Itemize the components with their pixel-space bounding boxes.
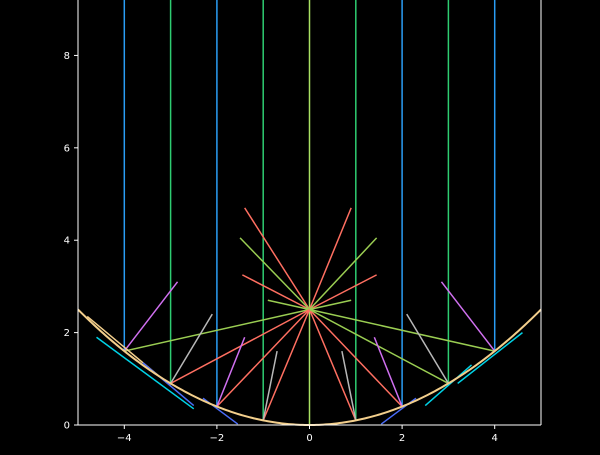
reflected-ray-4 bbox=[308, 309, 357, 421]
normal-segment-2 bbox=[216, 336, 246, 407]
tangent-segment-1 bbox=[142, 362, 195, 407]
y-tick-label-0: 0 bbox=[64, 421, 70, 432]
reflected-ray-2 bbox=[216, 308, 311, 408]
normal-segment-1 bbox=[169, 313, 213, 384]
y-tick-label-3: 6 bbox=[64, 143, 70, 154]
focus-extension-ray-3 bbox=[309, 274, 377, 311]
tangent-segment-5 bbox=[457, 332, 523, 385]
focus-extension-ray-0 bbox=[244, 207, 311, 310]
normal-segment-6 bbox=[406, 313, 450, 384]
normal-segment-4 bbox=[341, 350, 357, 421]
reflected-rays-group bbox=[124, 308, 495, 421]
focus-extension-ray-7 bbox=[309, 299, 352, 311]
reflected-ray-1 bbox=[170, 308, 310, 385]
focus-extension-rays-group bbox=[239, 207, 378, 311]
focus-extension-ray-4 bbox=[239, 237, 311, 311]
y-tick-label-2: 4 bbox=[64, 236, 70, 247]
normal-segments-group bbox=[123, 281, 496, 421]
tangent-segments-group bbox=[86, 315, 523, 425]
x-tick-label-3: 2 bbox=[399, 433, 405, 444]
reflected-ray-3 bbox=[262, 309, 311, 421]
x-tick-label-0: −4 bbox=[117, 433, 132, 444]
normal-segment-5 bbox=[373, 336, 403, 407]
reflected-ray-6 bbox=[309, 308, 449, 385]
reflected-ray-5 bbox=[308, 308, 403, 408]
normal-segment-0 bbox=[123, 281, 179, 352]
focus-extension-ray-6 bbox=[267, 299, 310, 311]
tangent-segment-4 bbox=[424, 364, 473, 407]
focus-extension-ray-2 bbox=[242, 274, 310, 311]
y-tick-label-1: 2 bbox=[64, 328, 70, 339]
focus-extension-ray-1 bbox=[308, 207, 352, 310]
reflected-ray-7 bbox=[309, 308, 495, 352]
y-tick-label-4: 8 bbox=[64, 51, 70, 62]
axes-group: −4 −2 0 2 4 0 2 4 6 8 bbox=[64, 0, 542, 444]
normal-segment-7 bbox=[440, 281, 496, 352]
x-tick-label-4: 4 bbox=[492, 433, 498, 444]
normal-segment-3 bbox=[262, 350, 278, 421]
incoming-rays-group bbox=[123, 0, 496, 425]
x-tick-label-1: −2 bbox=[210, 433, 225, 444]
tangent-segment-6 bbox=[96, 336, 195, 410]
reflected-ray-0 bbox=[124, 308, 310, 352]
focus-extension-ray-5 bbox=[308, 237, 378, 311]
x-tick-label-2: 0 bbox=[306, 433, 312, 444]
